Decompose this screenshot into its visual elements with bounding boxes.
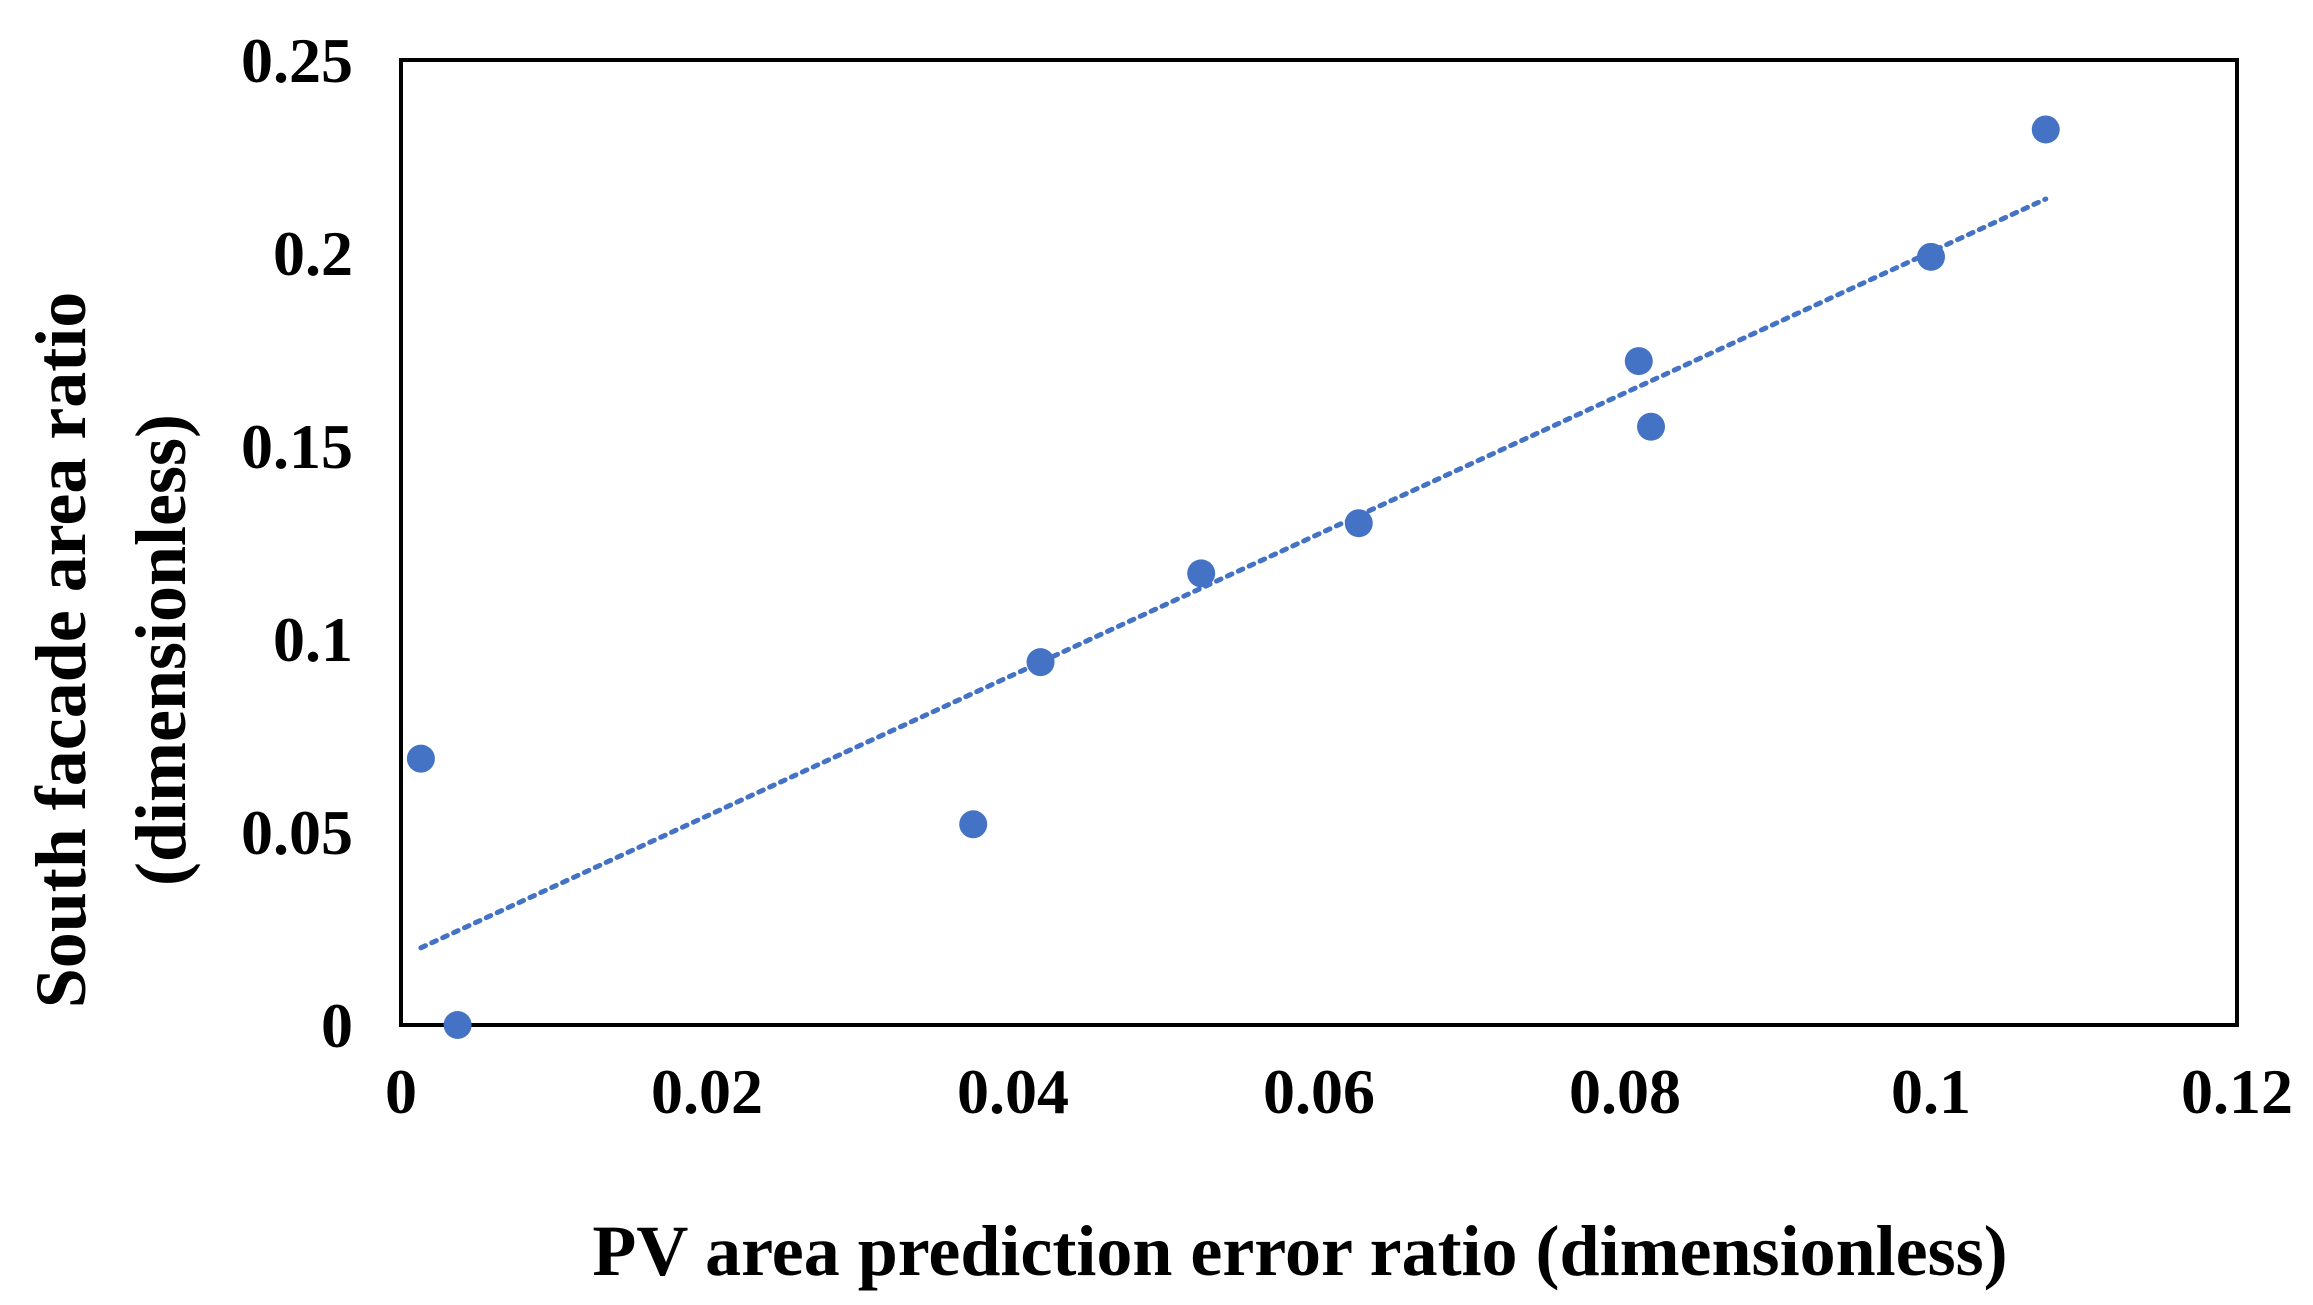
x-tick-label: 0.02 <box>651 1056 763 1127</box>
y-tick-label: 0.15 <box>241 411 353 482</box>
data-point <box>959 810 988 839</box>
data-point <box>2031 115 2060 144</box>
x-tick-label: 0.04 <box>957 1056 1069 1127</box>
x-tick-label: 0.1 <box>1891 1056 1971 1127</box>
data-point <box>443 1011 472 1039</box>
data-point <box>1026 648 1055 677</box>
x-tick-label: 0.08 <box>1569 1056 1681 1127</box>
y-tick-label: 0.25 <box>241 25 353 96</box>
plot-area-frame <box>399 58 2239 1027</box>
y-axis-title-line-1: South facade area ratio <box>21 292 101 1009</box>
linear-trendline <box>418 196 2049 951</box>
data-point <box>1344 509 1373 538</box>
trendline-layer <box>418 196 2049 951</box>
x-axis-ticks: 0 0.02 0.04 0.06 0.08 0.1 0.12 <box>385 1056 2293 1127</box>
y-axis-ticks: 0 0.05 0.1 0.15 0.2 0.25 <box>241 25 353 1061</box>
data-point <box>1187 559 1216 588</box>
x-axis-title: PV area prediction error ratio (dimensio… <box>592 1211 2007 1291</box>
y-axis-title-line-2: (dimensionless) <box>121 414 201 886</box>
y-tick-label: 0.05 <box>241 797 353 868</box>
x-tick-label: 0 <box>385 1056 417 1127</box>
data-points-layer <box>406 115 2060 1039</box>
y-tick-label: 0.1 <box>273 604 353 675</box>
x-tick-label: 0.06 <box>1263 1056 1375 1127</box>
y-axis-title: South facade area ratio (dimensionless) <box>21 292 201 1009</box>
x-tick-label: 0.12 <box>2181 1056 2293 1127</box>
data-point <box>1917 242 1945 271</box>
data-point <box>406 744 435 773</box>
data-point <box>1637 412 1666 441</box>
y-tick-label: 0.2 <box>273 218 353 289</box>
data-point <box>1624 347 1653 376</box>
y-tick-label: 0 <box>321 990 353 1061</box>
